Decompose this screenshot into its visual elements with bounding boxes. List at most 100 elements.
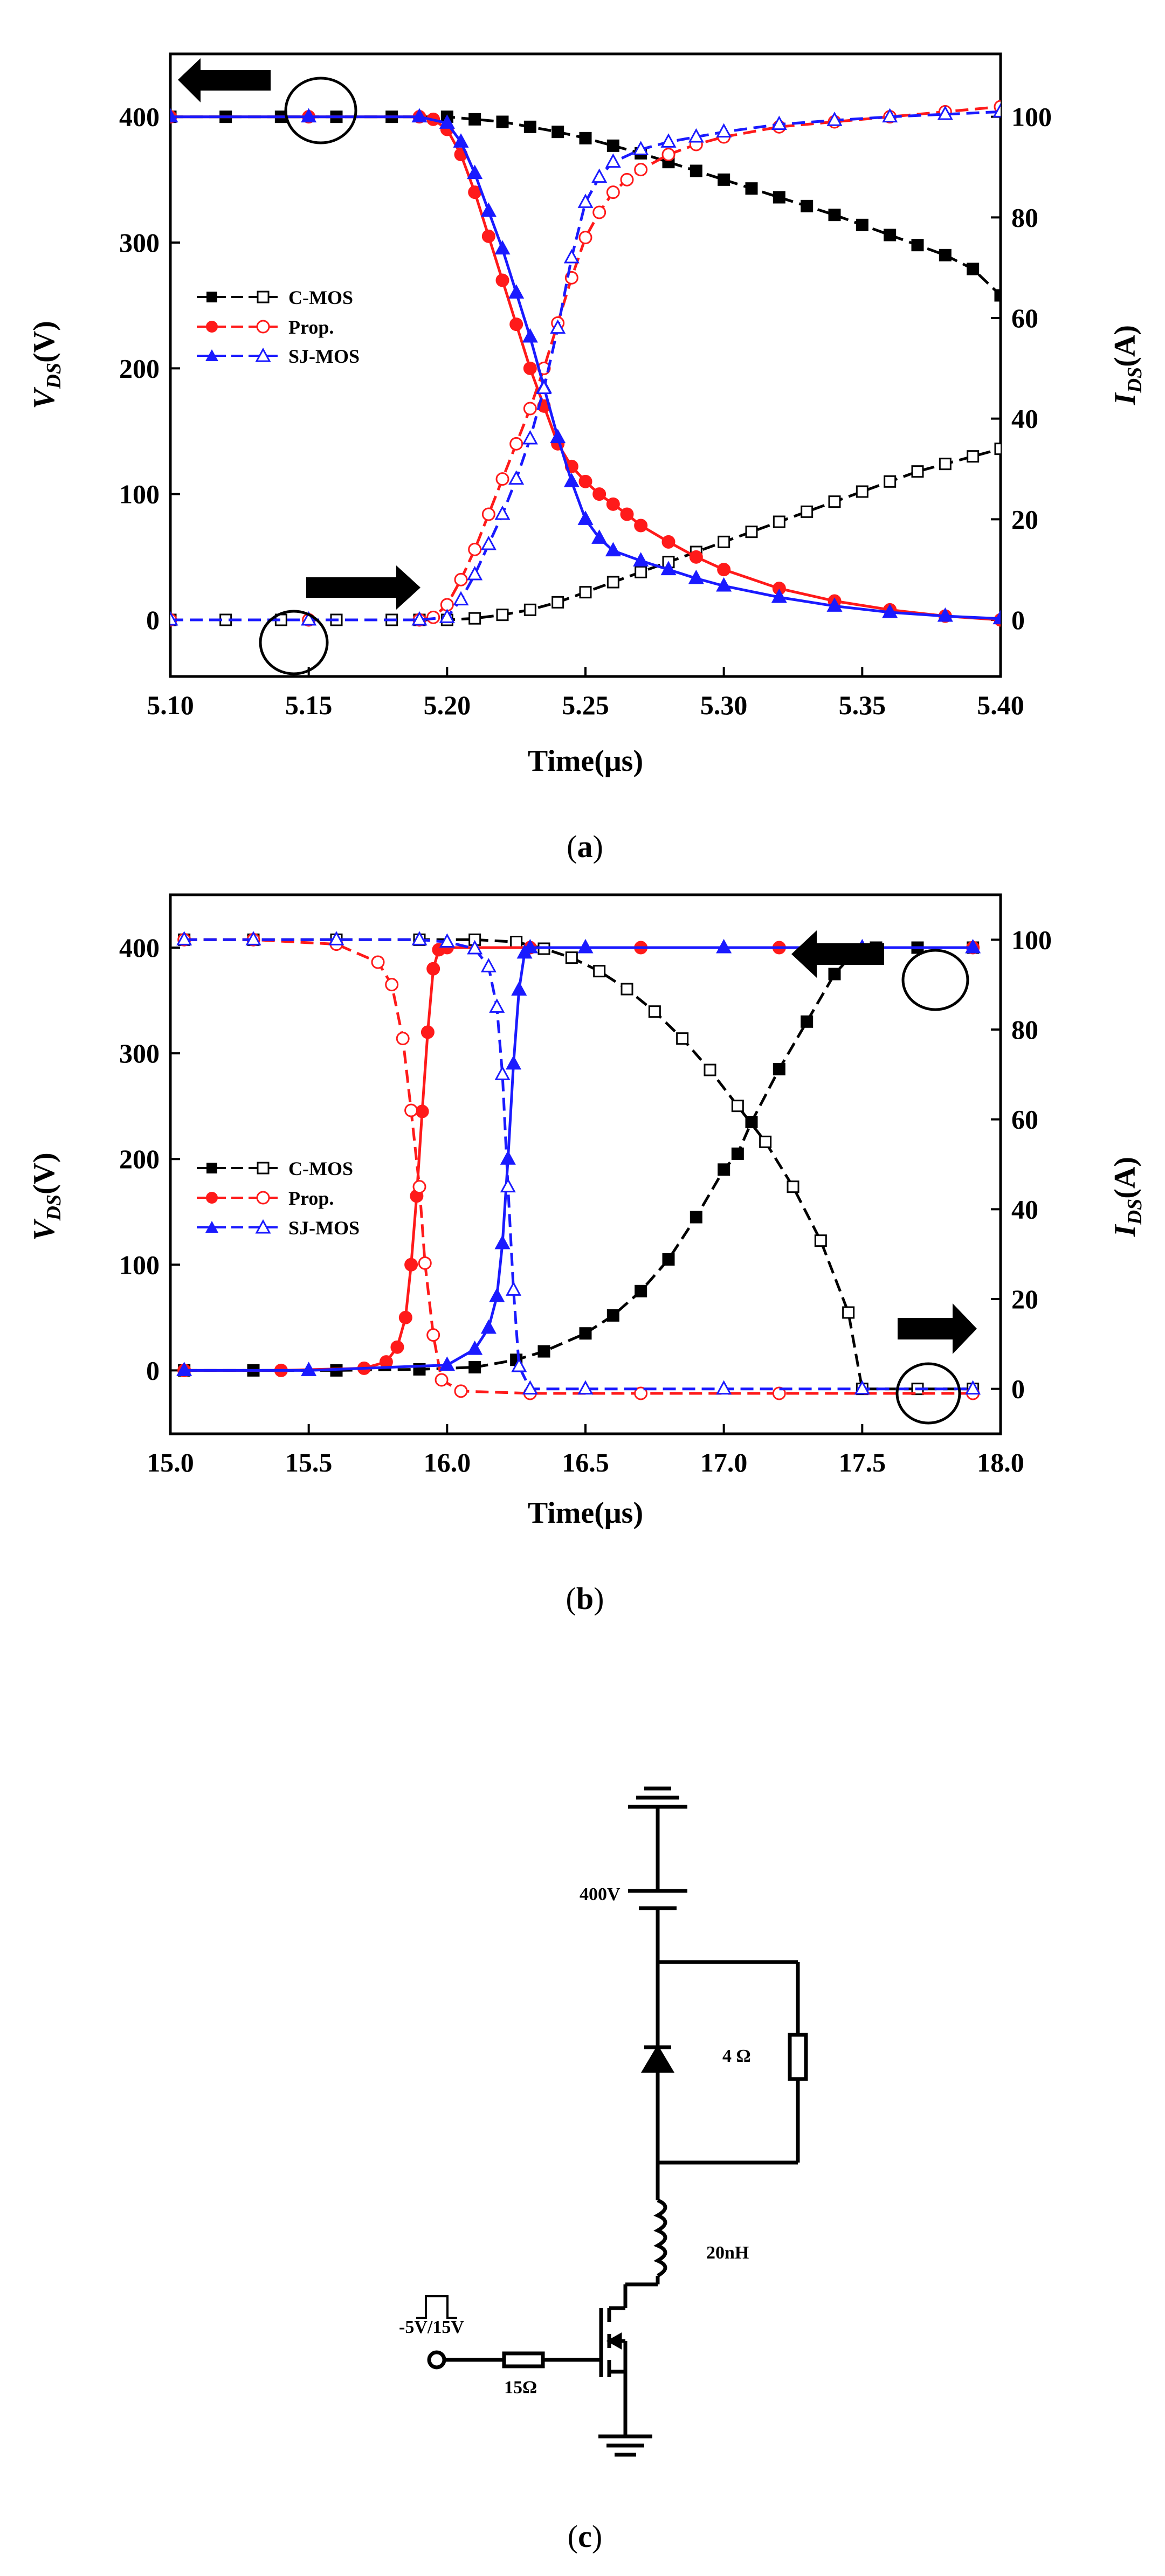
data-point-prop--ids <box>606 185 620 199</box>
data-point-c-mos-ids <box>911 465 924 478</box>
x-tick-label: 5.35 <box>839 690 886 720</box>
data-point-sj-mos-ids <box>716 123 732 138</box>
data-point-sj-mos-vds <box>633 552 649 567</box>
data-point-c-mos-ids <box>994 443 1001 455</box>
data-point-c-mos-ids <box>828 495 841 508</box>
panel-b-ids-circle <box>895 1362 961 1425</box>
panel-a-x-axis: 5.10 5.15 5.20 5.25 5.30 5.35 5.40 <box>147 667 1024 720</box>
data-point-sj-mos-ids <box>522 430 538 445</box>
y-left-tick-label: 200 <box>119 353 160 383</box>
series-line-sj-mos-vds <box>184 946 973 1372</box>
data-point-sj-mos-vds <box>591 529 608 544</box>
legend-item-prop: Prop. <box>197 316 334 338</box>
data-point-sj-mos-ids <box>467 565 483 581</box>
y-left-tick-label: 100 <box>119 1249 160 1280</box>
data-point-prop--vds <box>661 535 675 549</box>
parallel-resistor-symbol <box>788 1962 808 2163</box>
y-left-tick-label: 300 <box>119 227 160 258</box>
legend-label-c-mos: C-MOS <box>288 1158 353 1179</box>
legend-item-prop: Prop. <box>197 1187 334 1209</box>
panel-a-series <box>170 100 1001 627</box>
x-tick-label: 17.0 <box>700 1447 748 1477</box>
data-point-c-mos-vds <box>468 1360 481 1373</box>
panel-a-left-axis-title: VDS(V) <box>27 321 65 409</box>
data-point-prop--ids <box>371 955 385 969</box>
data-point-sj-mos-ids <box>467 940 483 955</box>
x-tick-label: 5.25 <box>562 690 609 720</box>
x-tick-label: 5.30 <box>700 690 748 720</box>
x-tick-label: 15.0 <box>147 1447 194 1477</box>
data-point-sj-mos-vds <box>467 164 483 179</box>
data-point-sj-mos-ids <box>506 1281 522 1296</box>
data-point-sj-mos-vds <box>965 938 981 954</box>
data-point-c-mos-ids <box>635 565 647 578</box>
data-point-c-mos-ids <box>939 458 952 471</box>
data-point-c-mos-vds <box>662 1253 675 1266</box>
data-point-prop--vds <box>495 273 509 287</box>
data-point-c-mos-vds <box>606 139 619 152</box>
y-right-tick-label: 60 <box>1011 1104 1038 1135</box>
mosfet-symbol <box>599 2306 628 2436</box>
panel-b-legend: C-MOS Prop. SJ-MOS <box>197 1158 360 1239</box>
panel-b-right-arrow <box>898 1303 977 1354</box>
y-right-tick-label: 0 <box>1011 1374 1025 1404</box>
parallel-resistor-label: 4 Ω <box>722 2046 751 2066</box>
data-point-prop--vds <box>717 563 731 577</box>
data-point-c-mos-ids <box>676 1032 689 1045</box>
data-point-c-mos-ids <box>967 450 980 463</box>
data-point-prop--vds <box>606 497 620 511</box>
data-point-sj-mos-ids <box>771 115 787 130</box>
top-ground-symbol <box>628 1786 687 1891</box>
data-point-c-mos-ids <box>523 603 536 616</box>
data-point-prop--vds <box>620 507 634 521</box>
data-point-sj-mos-ids <box>660 133 677 148</box>
y-right-tick-label: 40 <box>1011 404 1038 434</box>
data-point-c-mos-ids <box>787 1180 799 1193</box>
data-point-sj-mos-ids <box>301 611 317 626</box>
data-point-sj-mos-vds <box>176 1362 192 1376</box>
data-point-prop--ids <box>772 1386 786 1400</box>
data-point-sj-mos-vds <box>494 240 511 255</box>
data-point-prop--vds <box>398 1310 412 1324</box>
x-tick-label: 16.0 <box>424 1447 471 1477</box>
data-point-prop--vds <box>390 1340 404 1354</box>
panel-b-left-axis-title: VDS(V) <box>27 1152 65 1241</box>
data-point-c-mos-ids <box>496 609 509 621</box>
data-point-c-mos-ids <box>842 1306 855 1319</box>
data-point-sj-mos-ids <box>854 1380 870 1395</box>
data-point-c-mos-ids <box>745 526 758 538</box>
bottom-ground-symbol <box>598 2434 652 2457</box>
data-point-prop--ids <box>412 1180 426 1194</box>
data-point-prop--vds <box>523 361 537 375</box>
data-point-c-mos-ids <box>704 1063 716 1076</box>
legend-label-c-mos: C-MOS <box>288 287 353 308</box>
legend-item-c-mos: C-MOS <box>197 287 353 308</box>
data-point-sj-mos-ids <box>577 194 594 208</box>
data-point-c-mos-vds <box>496 115 509 128</box>
data-point-sj-mos-vds <box>489 1287 505 1302</box>
inductor-label: 20nH <box>706 2243 749 2263</box>
data-point-prop--ids <box>661 148 675 162</box>
panel-b-caption: (b) <box>566 1581 604 1616</box>
data-point-prop--ids <box>523 402 537 416</box>
data-point-c-mos-ids <box>856 485 868 498</box>
y-left-tick-label: 0 <box>146 605 160 635</box>
data-point-c-mos-ids <box>468 612 481 625</box>
y-left-tick-label: 300 <box>119 1038 160 1068</box>
data-point-prop--vds <box>420 1025 435 1039</box>
data-point-c-mos-ids <box>884 475 897 488</box>
data-point-c-mos-vds <box>745 182 758 195</box>
data-point-c-mos-vds <box>690 1211 702 1224</box>
data-point-prop--ids <box>468 542 482 556</box>
panel-a-left-arrow <box>178 58 271 102</box>
data-point-c-mos-ids <box>606 576 619 589</box>
data-point-sj-mos-ids <box>494 1066 511 1080</box>
data-point-prop--vds <box>509 317 523 332</box>
data-point-prop--ids <box>634 1386 648 1400</box>
series-line-prop--vds <box>170 115 1001 621</box>
data-point-prop--ids <box>592 205 606 219</box>
data-point-sj-mos-vds <box>937 607 953 622</box>
y-right-tick-label: 100 <box>1011 102 1052 132</box>
panel-a-x-axis-title: Time(μs) <box>528 744 643 778</box>
data-point-sj-mos-ids <box>716 1380 732 1395</box>
